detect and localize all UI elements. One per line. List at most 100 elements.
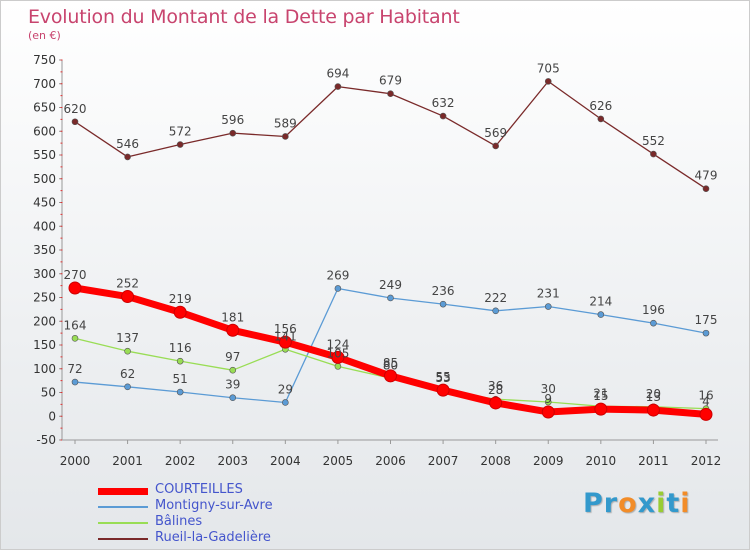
- data-label: 36: [488, 379, 503, 393]
- y-tick-label: 50: [41, 386, 56, 400]
- data-label: 626: [589, 99, 612, 113]
- data-label: 72: [67, 362, 82, 376]
- data-label: 105: [326, 346, 349, 360]
- chart-title: Evolution du Montant de la Dette par Hab…: [28, 6, 460, 28]
- data-point: [124, 347, 131, 355]
- data-label: 231: [537, 287, 560, 301]
- data-label: 596: [221, 113, 244, 127]
- data-point: [650, 150, 657, 158]
- data-label: 53: [435, 371, 450, 385]
- y-tick-label: 600: [33, 124, 56, 138]
- data-point: [384, 369, 397, 383]
- data-label: 29: [278, 382, 293, 396]
- data-label: 479: [695, 169, 718, 183]
- data-label: 9: [544, 392, 552, 406]
- data-label: 13: [646, 390, 661, 404]
- data-point: [278, 335, 292, 349]
- data-point: [176, 141, 184, 148]
- x-tick-label: 2011: [638, 454, 669, 468]
- data-point: [229, 394, 237, 402]
- data-labels: 270 252 219 181 156 124 85 55 28 9 15 13 4 164 137 116 9…: [64, 61, 718, 408]
- data-label: 164: [64, 318, 87, 332]
- data-label: 705: [537, 61, 560, 75]
- data-point: [334, 363, 342, 370]
- x-tick-label: 2002: [165, 454, 196, 468]
- legend-swatch: [98, 487, 148, 495]
- data-point: [439, 112, 447, 120]
- data-point: [702, 329, 710, 337]
- data-point: [334, 83, 342, 90]
- legend-label: Bâlines: [155, 514, 203, 529]
- data-label: 16: [698, 389, 713, 403]
- legend-label: Rueil-la-Gadelière: [155, 530, 271, 545]
- data-point: [229, 129, 237, 137]
- x-tick-label: 2008: [480, 454, 511, 468]
- y-tick-label: 450: [33, 196, 56, 210]
- x-tick-label: 2012: [691, 454, 722, 468]
- data-point: [387, 90, 394, 98]
- data-point: [71, 118, 79, 126]
- data-point: [71, 335, 79, 342]
- y-tick-label: 750: [33, 53, 56, 67]
- data-label: 589: [274, 116, 297, 130]
- data-label: 62: [120, 367, 135, 381]
- y-tick-label: 650: [33, 101, 56, 115]
- logo-letter: i: [680, 488, 691, 519]
- data-point: [173, 305, 187, 319]
- data-label: 569: [484, 126, 507, 140]
- data-point: [702, 185, 710, 193]
- data-label: 269: [326, 268, 349, 282]
- x-tick-label: 2001: [112, 454, 143, 468]
- data-point: [594, 402, 608, 416]
- y-tick-label: 550: [33, 148, 56, 162]
- data-label: 552: [642, 134, 665, 148]
- y-tick-label: 500: [33, 172, 56, 186]
- data-label: 124: [326, 337, 349, 351]
- legend-swatch: [98, 522, 148, 524]
- data-point: [121, 290, 135, 304]
- data-label: 219: [169, 292, 192, 306]
- data-label: 249: [379, 278, 402, 292]
- data-point: [226, 323, 240, 337]
- legend-swatch: [98, 506, 148, 508]
- data-label: 214: [589, 295, 612, 309]
- data-point: [597, 115, 605, 123]
- data-label: 546: [116, 137, 139, 151]
- x-tick-label: 2006: [375, 454, 406, 468]
- data-label: 270: [64, 268, 87, 282]
- data-label: 236: [432, 284, 455, 298]
- data-label: 85: [383, 356, 398, 370]
- data-point: [124, 383, 131, 391]
- logo-letter: i: [656, 488, 667, 519]
- x-tick-label: 2005: [323, 454, 354, 468]
- data-point: [492, 142, 499, 150]
- data-label: 137: [116, 331, 139, 345]
- logo-letter: x: [637, 488, 657, 519]
- data-label: 572: [169, 125, 192, 139]
- data-point: [597, 311, 605, 318]
- data-point: [544, 398, 552, 406]
- data-point: [176, 388, 184, 396]
- series-group: [68, 78, 713, 421]
- y-tick-label: -50: [36, 433, 56, 447]
- plot-background: [62, 60, 718, 440]
- data-label: 4: [702, 394, 710, 408]
- data-label: 28: [488, 383, 503, 397]
- data-point: [334, 285, 342, 292]
- data-label: 51: [173, 372, 188, 386]
- data-label: 55: [435, 370, 450, 384]
- data-point: [489, 396, 503, 410]
- y-tick-label: 350: [33, 243, 56, 257]
- y-tick-label: 700: [33, 77, 56, 91]
- legend-swatch: [98, 538, 148, 540]
- logo-letter: P: [583, 488, 604, 519]
- x-tick-label: 2000: [60, 454, 91, 468]
- data-label: 252: [116, 277, 139, 291]
- plot-area: [62, 60, 718, 440]
- data-point: [436, 383, 450, 397]
- x-tick-label: 2007: [428, 454, 459, 468]
- data-point: [387, 294, 394, 302]
- x-tick-label: 2004: [270, 454, 301, 468]
- logo-letter: t: [666, 488, 681, 519]
